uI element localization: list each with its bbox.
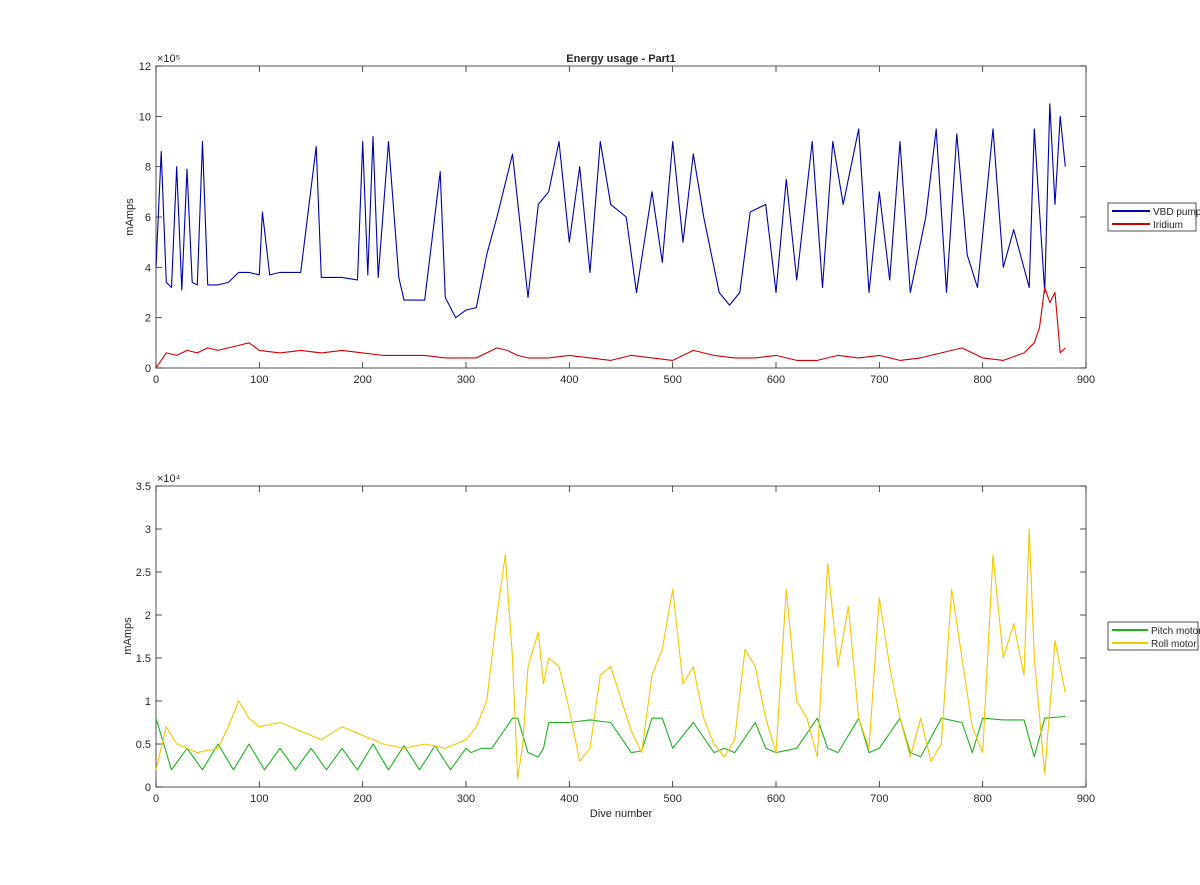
chart-title: Energy usage - Part1 — [566, 53, 675, 65]
x-tick-label: 0 — [153, 374, 159, 386]
y-tick-label: 0 — [145, 363, 151, 375]
y-tick-label: 0 — [145, 782, 151, 794]
energy-usage-chart-top: Energy usage - Part1 ×10⁵ mAmps 0 100 200 3… — [124, 53, 1200, 386]
y-tick-label: 2.5 — [136, 567, 151, 579]
y-tick-label: 8 — [145, 162, 151, 174]
series-line-vbd-pump — [155, 103, 1066, 319]
x-tick-label: 600 — [767, 793, 785, 805]
y-tick-label: 2 — [145, 610, 151, 622]
legend-top: VBD pump Iridium — [1107, 202, 1200, 232]
plot-area-bottom — [155, 485, 1087, 788]
x-tick-label: 500 — [663, 793, 681, 805]
x-tick-label: 200 — [353, 374, 371, 386]
x-tick-label: 200 — [353, 793, 371, 805]
y-axis-label-top: mAmps — [124, 198, 136, 236]
y-tick-label: 4 — [145, 262, 151, 274]
legend-box-bottom — [1107, 621, 1199, 651]
x-ticks-top: 0 100 200 300 400 500 600 700 800 900 — [153, 66, 1095, 386]
x-tick-label: 100 — [250, 374, 268, 386]
x-tick-label: 500 — [663, 374, 681, 386]
y-tick-label: 1.5 — [136, 653, 151, 665]
legend-label-vbd-pump: VBD pump — [1153, 207, 1200, 218]
x-axis-label-bottom: Dive number — [590, 808, 653, 820]
y-tick-label: 1 — [145, 696, 151, 708]
x-tick-label: 0 — [153, 793, 159, 805]
y-tick-label: 0.5 — [136, 739, 151, 751]
x-tick-label: 900 — [1077, 793, 1095, 805]
y-exponent-label-bottom: ×10⁴ — [157, 473, 181, 485]
series-line-roll-motor — [155, 528, 1066, 779]
legend-label-roll-motor: Roll motor — [1151, 639, 1197, 650]
y-tick-label: 12 — [139, 61, 151, 73]
x-tick-label: 400 — [560, 374, 578, 386]
series-line-iridium — [155, 286, 1066, 369]
series-lines-bottom — [155, 528, 1066, 779]
y-tick-label: 10 — [139, 111, 151, 123]
energy-usage-chart-bottom: ×10⁴ mAmps Dive number 0 100 200 300 400 500 6… — [122, 473, 1200, 820]
x-tick-label: 600 — [767, 374, 785, 386]
series-lines-top — [155, 103, 1066, 369]
x-tick-label: 800 — [973, 793, 991, 805]
y-axis-label-bottom: mAmps — [122, 617, 134, 655]
y-tick-label: 3 — [145, 524, 151, 536]
y-tick-label: 2 — [145, 313, 151, 325]
y-tick-label: 6 — [145, 212, 151, 224]
x-tick-label: 700 — [870, 793, 888, 805]
x-tick-label: 800 — [973, 374, 991, 386]
y-ticks-bottom: 0 0.5 1 1.5 2 2.5 3 3.5 — [136, 481, 1086, 794]
x-tick-label: 300 — [457, 793, 475, 805]
x-tick-label: 900 — [1077, 374, 1095, 386]
plot-area-top — [155, 65, 1087, 369]
x-tick-label: 300 — [457, 374, 475, 386]
legend-label-pitch-motor: Pitch motor — [1151, 626, 1200, 637]
x-ticks-bottom: 0 100 200 300 400 500 600 700 800 900 — [153, 486, 1095, 805]
legend-label-iridium: Iridium — [1153, 220, 1183, 231]
y-exponent-label-top: ×10⁵ — [157, 53, 180, 65]
x-tick-label: 100 — [250, 793, 268, 805]
y-tick-label: 3.5 — [136, 481, 151, 493]
legend-box-top — [1107, 202, 1197, 232]
legend-bottom: Pitch motor Roll motor — [1107, 621, 1200, 651]
y-ticks-top: 0 2 4 6 8 10 12 — [139, 61, 1086, 375]
x-tick-label: 400 — [560, 793, 578, 805]
x-tick-label: 700 — [870, 374, 888, 386]
